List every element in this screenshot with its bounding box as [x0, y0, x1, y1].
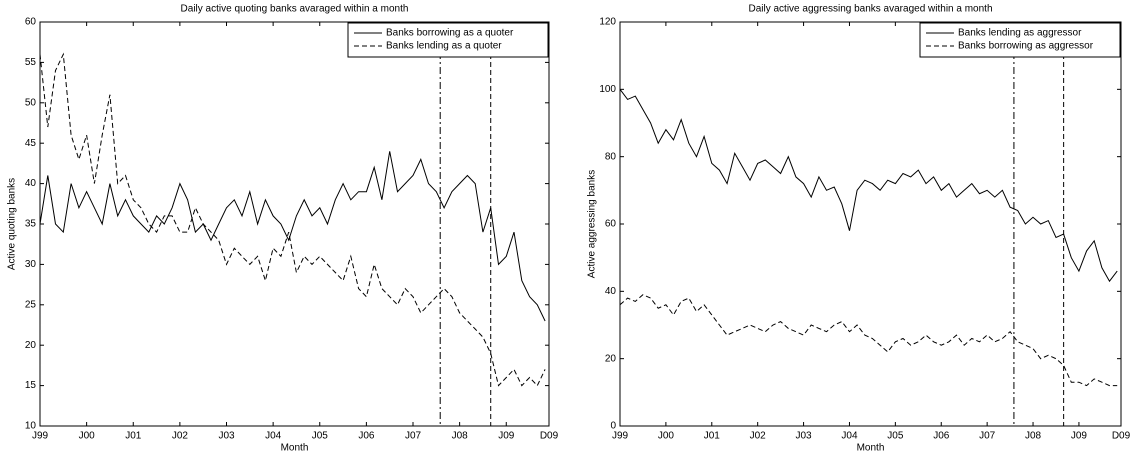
data-line	[39, 52, 546, 387]
y-tick-label: 20	[605, 353, 617, 364]
axes-frame	[619, 21, 1122, 427]
x-tick-label: J01	[125, 431, 142, 442]
chart-title: Daily active aggressing banks avaraged w…	[748, 4, 992, 15]
x-axis-label: Month	[857, 443, 885, 454]
y-axis-label: Active quoting banks	[7, 178, 18, 270]
y-tick-label: 0	[610, 421, 616, 432]
y-tick-label: 10	[25, 421, 37, 432]
x-tick-label: J03	[218, 431, 235, 442]
x-tick-label: J99	[612, 431, 629, 442]
x-tick-label: J02	[750, 431, 767, 442]
x-tick-label: J03	[796, 431, 813, 442]
legend-box	[347, 22, 549, 58]
y-tick-label: 20	[25, 340, 37, 351]
x-tick-label: J08	[452, 431, 469, 442]
y-tick-label: 80	[605, 151, 617, 162]
x-tick-label: J01	[704, 431, 721, 442]
y-tick-label: 15	[25, 380, 37, 391]
y-tick-label: 35	[25, 219, 37, 230]
legend-label: Banks borrowing as a quoter	[386, 28, 514, 39]
x-tick-label: J07	[979, 431, 996, 442]
x-tick-label: J04	[265, 431, 282, 442]
x-tick-label: J00	[658, 431, 675, 442]
y-tick-label: 45	[25, 138, 37, 149]
y-axis-label: Active aggressing banks	[587, 170, 598, 278]
x-tick-label: D09	[1112, 431, 1131, 442]
legend-label: Banks lending as a quoter	[386, 41, 502, 52]
data-line	[39, 151, 546, 322]
y-tick-label: 25	[25, 299, 37, 310]
x-tick-label: J06	[933, 431, 950, 442]
y-tick-label: 40	[25, 178, 37, 189]
y-tick-label: 60	[605, 219, 617, 230]
x-tick-label: J99	[32, 431, 49, 442]
legend-box	[919, 22, 1121, 58]
x-tick-label: J08	[1025, 431, 1042, 442]
x-tick-label: J02	[172, 431, 189, 442]
x-tick-label: J05	[312, 431, 329, 442]
data-line	[619, 88, 1118, 283]
x-tick-label: J09	[1071, 431, 1088, 442]
x-tick-label: J07	[405, 431, 422, 442]
chart-title: Daily active quoting banks avaraged with…	[181, 4, 409, 15]
axes-frame	[39, 21, 550, 427]
y-tick-label: 50	[25, 97, 37, 108]
x-tick-label: J09	[498, 431, 515, 442]
y-tick-label: 100	[599, 84, 616, 95]
x-axis-label: Month	[281, 443, 309, 454]
y-tick-label: 30	[25, 259, 37, 270]
x-tick-label: D09	[540, 431, 559, 442]
y-tick-label: 40	[605, 286, 617, 297]
legend-label: Banks lending as aggressor	[958, 28, 1082, 39]
x-tick-label: J00	[79, 431, 96, 442]
y-tick-label: 60	[25, 17, 37, 28]
x-tick-label: J05	[887, 431, 904, 442]
y-tick-label: 120	[599, 17, 616, 28]
x-tick-label: J06	[358, 431, 375, 442]
data-line	[619, 294, 1118, 387]
y-tick-label: 55	[25, 57, 37, 68]
legend-label: Banks borrowing as aggressor	[958, 41, 1094, 52]
x-tick-label: J04	[841, 431, 858, 442]
